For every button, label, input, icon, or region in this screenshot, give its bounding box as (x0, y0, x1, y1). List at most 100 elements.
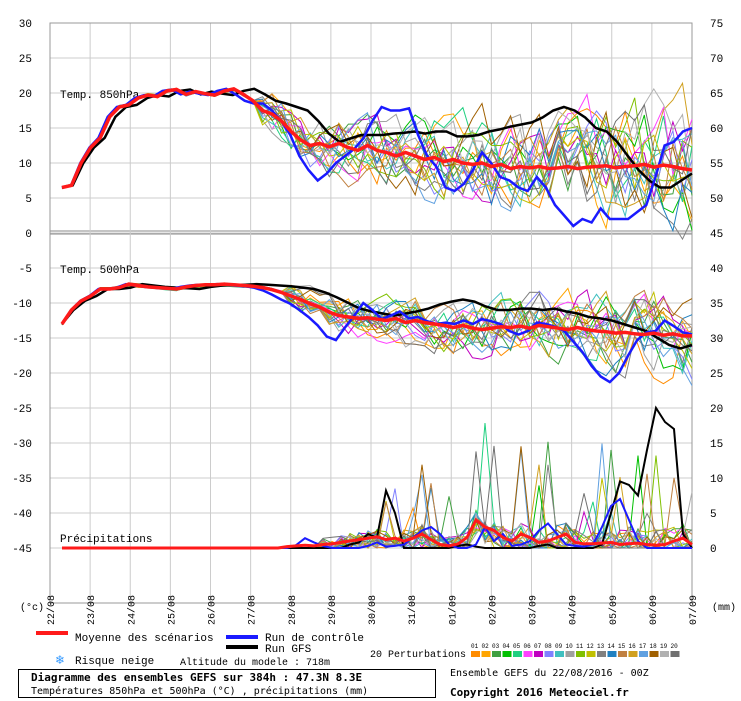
date-tick-label: 28/08 (287, 595, 299, 625)
left-tick-label: 0 (25, 229, 32, 241)
right-tick-label: 15 (710, 439, 723, 451)
perturbation-number: 06 (524, 643, 532, 650)
left-tick-label: -45 (12, 544, 32, 556)
left-tick-label: -30 (12, 439, 32, 451)
perturbation-number: 04 (503, 643, 511, 650)
date-tick-label: 02/09 (487, 595, 499, 625)
perturbation-number: 07 (534, 643, 542, 650)
perturbation-swatch (502, 651, 512, 657)
left-tick-label: -20 (12, 369, 32, 381)
panel-label-500: Temp. 500hPa (60, 265, 140, 277)
date-tick-label: 29/08 (327, 595, 339, 625)
perturbation-number: 19 (660, 643, 668, 650)
left-unit-label: (°c) (20, 602, 44, 614)
caption-title: Diagramme des ensembles GEFS sur 384h : … (31, 671, 363, 684)
date-tick-label: 27/08 (247, 595, 259, 625)
perturbation-number: 08 (545, 643, 553, 650)
right-tick-label: 35 (710, 299, 723, 311)
perturbations-label: 20 Perturbations (370, 649, 466, 661)
perturbation-line-850 (61, 87, 693, 231)
perturbation-swatch (607, 651, 617, 657)
snowflake-icon: ❄ (55, 653, 65, 667)
perturbation-number: 14 (608, 643, 616, 650)
perturbation-line-850 (61, 88, 693, 204)
left-tick-label: 10 (19, 159, 32, 171)
right-tick-label: 55 (710, 159, 723, 171)
left-tick-label: -35 (12, 474, 32, 486)
date-tick-label: 25/08 (166, 595, 178, 625)
perturbation-swatch (492, 651, 501, 657)
perturbation-swatch (576, 651, 585, 657)
date-tick-label: 01/09 (447, 595, 459, 625)
panel-label-850: Temp. 850hPa (60, 90, 140, 102)
date-tick-label: 06/09 (648, 595, 660, 625)
panel-label-precip: Précipitations (60, 534, 152, 546)
left-tick-label: 15 (19, 124, 32, 136)
perturbation-swatch (471, 651, 480, 657)
left-tick-label: -25 (12, 404, 32, 416)
right-tick-label: 75 (710, 19, 723, 31)
perturbation-swatch (649, 651, 659, 657)
left-tick-label: 5 (25, 194, 32, 206)
perturbation-swatch (670, 651, 680, 657)
altitude-label: Altitude du modele : 718m (180, 657, 330, 669)
perturbation-swatch (597, 651, 606, 657)
perturbation-number: 09 (555, 643, 563, 650)
perturbation-swatch (565, 651, 575, 657)
date-tick-label: 04/09 (568, 595, 580, 625)
perturbation-number: 12 (587, 643, 595, 650)
date-tick-label: 26/08 (207, 595, 219, 625)
right-tick-label: 60 (710, 124, 723, 136)
perturbation-number: 02 (482, 643, 490, 650)
series-line-850 (61, 86, 693, 190)
chart-caption-box: Diagramme des ensembles GEFS sur 384h : … (18, 669, 436, 698)
left-tick-label: -5 (19, 264, 32, 276)
date-tick-label: 05/09 (608, 595, 620, 625)
date-tick-label: 22/08 (46, 595, 58, 625)
perturbation-number: 13 (597, 643, 605, 650)
perturbation-swatch (481, 651, 491, 657)
perturbation-number: 15 (618, 643, 626, 650)
perturbation-number: 01 (471, 643, 479, 650)
legend-label-gfs: Run GFS (265, 644, 312, 656)
legend-label-mean: Moyenne des scénarios (75, 633, 214, 645)
chart-legend: Moyenne des scénarios Run de contrôleRun … (36, 631, 680, 669)
right-tick-label: 70 (710, 54, 723, 66)
copyright-text: Copyright 2016 Meteociel.fr (450, 686, 629, 699)
perturbation-number: 18 (650, 643, 658, 650)
plot-border (49, 22, 693, 604)
perturbation-line-850 (61, 87, 693, 233)
right-tick-label: 0 (710, 544, 717, 556)
perturbation-line-850 (61, 88, 693, 204)
perturbation-swatch (618, 651, 627, 657)
right-tick-label: 65 (710, 89, 723, 101)
main-series-lines (60, 86, 693, 550)
perturbation-swatch (628, 651, 638, 657)
perturbation-swatch (660, 651, 669, 657)
left-tick-label: 25 (19, 54, 32, 66)
date-tick-label: 30/08 (367, 595, 379, 625)
legend-label-control: Run de contrôle (265, 633, 364, 645)
perturbation-number: 20 (671, 643, 679, 650)
perturbation-number: 16 (629, 643, 637, 650)
right-unit-label: (mm) (712, 602, 736, 614)
right-tick-label: 10 (710, 474, 723, 486)
right-tick-label: 50 (710, 194, 723, 206)
perturbation-number: 05 (513, 643, 521, 650)
right-tick-label: 45 (710, 229, 723, 241)
perturbation-swatch (534, 651, 543, 657)
caption-subtitle: Températures 850hPa et 500hPa (°C) , pré… (31, 686, 369, 697)
perturbation-swatch (523, 651, 533, 657)
series-line-precip (62, 517, 693, 550)
left-tick-label: -40 (12, 509, 32, 521)
perturbation-swatch (544, 651, 554, 657)
ensemble-run-label: Ensemble GEFS du 22/08/2016 - 00Z (450, 668, 649, 679)
right-tick-label: 20 (710, 404, 723, 416)
right-tick-label: 40 (710, 264, 723, 276)
perturbation-swatch (513, 651, 522, 657)
left-tick-label: 30 (19, 19, 32, 31)
series-line-850 (61, 87, 693, 189)
series-line-500 (60, 282, 692, 338)
right-tick-label: 30 (710, 334, 723, 346)
